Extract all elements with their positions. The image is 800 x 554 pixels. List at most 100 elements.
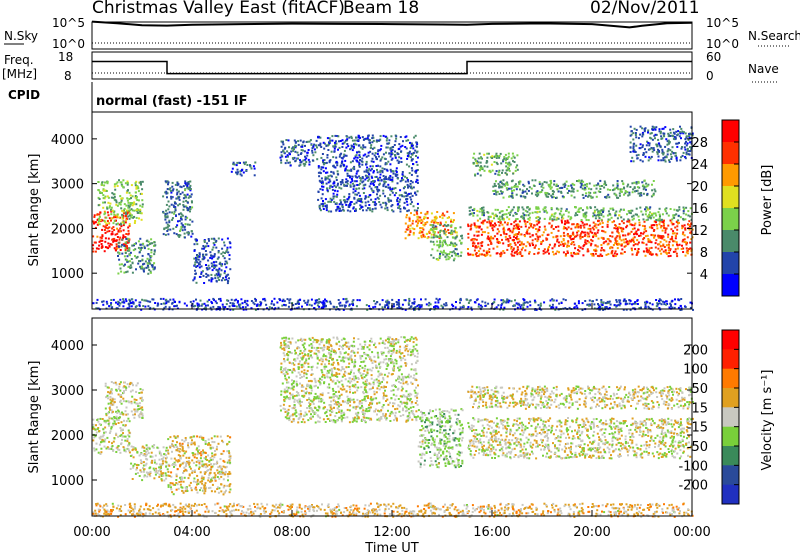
data-cell [125, 233, 128, 235]
data-cell [148, 259, 151, 262]
data-cell [374, 198, 377, 201]
data-cell [223, 257, 226, 260]
data-cell [204, 250, 207, 252]
data-cell [643, 237, 646, 239]
data-cell [317, 191, 320, 193]
data-cell [514, 299, 516, 302]
data-cell [488, 220, 491, 223]
data-cell [339, 164, 342, 167]
data-cell [326, 177, 329, 180]
data-cell [365, 304, 368, 307]
data-cell [552, 306, 555, 309]
data-cell [607, 253, 610, 256]
data-cell [437, 301, 440, 304]
data-cell [322, 161, 325, 164]
data-cell [569, 236, 572, 239]
data-cell [510, 300, 513, 303]
data-cell [173, 206, 176, 208]
data-cell [281, 300, 284, 303]
data-cell [560, 207, 563, 210]
data-cell [495, 155, 497, 158]
data-cell [357, 199, 360, 202]
data-cell [534, 211, 537, 214]
data-cell [578, 207, 581, 210]
data-cell [600, 209, 603, 212]
data-cell [624, 192, 627, 195]
data-cell [101, 234, 104, 237]
data-cell [126, 199, 129, 202]
data-cell [572, 231, 575, 234]
data-cell [323, 147, 326, 150]
data-cell [135, 203, 138, 206]
data-cell [142, 305, 145, 307]
data-cell [374, 186, 377, 189]
data-cell [373, 146, 376, 149]
data-cell [522, 191, 525, 193]
data-cell [232, 302, 235, 305]
freq-strip: Freq. [MHz] 18 8 60 0 Nave [2, 50, 779, 83]
data-cell [631, 209, 634, 212]
data-cell [239, 170, 242, 173]
data-cell [597, 219, 600, 222]
data-cell [122, 424, 125, 427]
data-cell [649, 251, 652, 254]
data-cell [360, 177, 362, 180]
data-cell [104, 201, 106, 204]
data-cell [674, 303, 677, 306]
data-cell [285, 159, 288, 162]
data-cell [179, 230, 181, 232]
data-cell [549, 179, 552, 182]
data-cell [214, 300, 217, 303]
data-cell [180, 186, 183, 189]
data-cell [123, 222, 126, 225]
data-cell [164, 180, 167, 183]
data-cell [592, 254, 595, 257]
data-cell [496, 163, 499, 166]
data-cell [187, 196, 190, 199]
data-cell [606, 223, 609, 226]
data-cell [537, 221, 540, 224]
data-cell [523, 299, 526, 301]
data-cell [436, 249, 439, 252]
data-cell [619, 208, 622, 211]
data-cell [169, 187, 172, 190]
data-cell [186, 223, 189, 226]
data-cell [402, 140, 404, 143]
data-cell [535, 233, 538, 236]
data-cell [577, 252, 580, 255]
data-cell [498, 224, 501, 227]
data-cell [551, 219, 554, 222]
data-cell [667, 246, 670, 249]
data-cell [373, 203, 376, 206]
data-cell [653, 134, 656, 137]
data-cell [214, 277, 217, 280]
data-cell [354, 180, 357, 183]
data-cell [681, 244, 683, 247]
data-cell [122, 224, 125, 227]
data-cell [99, 423, 102, 426]
data-cell [391, 204, 394, 206]
data-cell [343, 304, 346, 307]
data-cell [581, 247, 584, 250]
data-cell [153, 262, 156, 265]
data-cell [434, 225, 437, 228]
data-cell [339, 140, 342, 142]
data-cell [528, 226, 531, 229]
data-cell [375, 156, 377, 159]
data-cell [178, 213, 181, 216]
data-cell [115, 451, 118, 453]
data-cell [166, 230, 169, 232]
data-cell [555, 185, 558, 187]
data-cell [473, 212, 475, 215]
data-cell [476, 209, 479, 212]
data-cell [501, 182, 503, 185]
data-cell [146, 262, 149, 265]
data-cell [523, 217, 525, 220]
data-cell [254, 299, 257, 302]
data-cell [125, 213, 128, 215]
data-cell [514, 219, 517, 222]
data-cell [130, 216, 133, 219]
data-cell [117, 222, 119, 225]
data-cell [336, 193, 339, 196]
data-cell [621, 252, 624, 255]
